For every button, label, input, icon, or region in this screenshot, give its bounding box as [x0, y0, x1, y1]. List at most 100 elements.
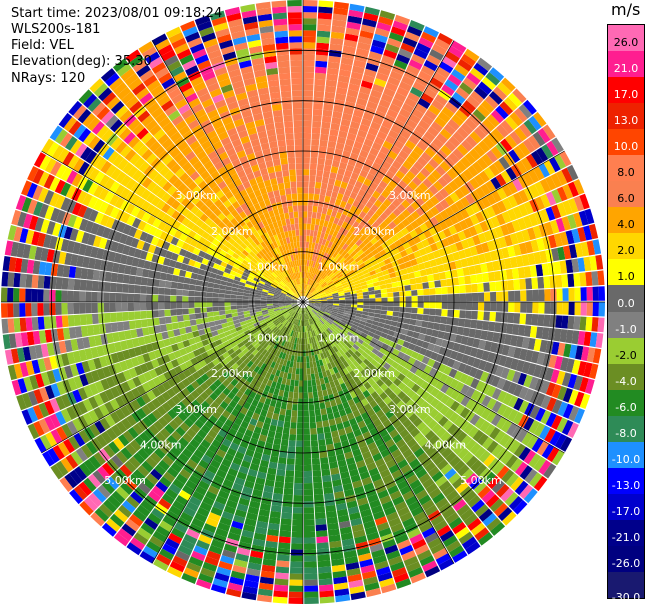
velocity-gate — [90, 512, 105, 527]
velocity-gate — [174, 365, 183, 375]
velocity-gate — [354, 341, 362, 348]
velocity-gate — [157, 340, 166, 349]
velocity-gate — [107, 494, 122, 509]
velocity-gate — [372, 83, 385, 94]
velocity-gate — [467, 517, 482, 531]
velocity-gate — [318, 270, 323, 277]
velocity-gate — [369, 294, 376, 299]
velocity-gate — [87, 182, 99, 196]
velocity-gate — [346, 567, 361, 577]
velocity-gate — [323, 97, 335, 106]
velocity-gate — [216, 241, 225, 250]
velocity-gate — [335, 316, 342, 322]
velocity-gate — [229, 576, 244, 586]
velocity-gate — [415, 397, 426, 407]
velocity-gate — [482, 118, 496, 132]
velocity-gate — [583, 331, 592, 347]
velocity-gate — [186, 561, 202, 573]
velocity-gate — [295, 452, 303, 460]
velocity-gate — [257, 588, 273, 597]
velocity-gate — [316, 421, 323, 429]
velocity-gate — [44, 262, 53, 276]
velocity-gate — [69, 228, 79, 242]
velocity-gate — [427, 252, 435, 261]
velocity-gate — [277, 548, 291, 556]
velocity-gate — [240, 335, 248, 342]
velocity-gate — [436, 524, 452, 537]
velocity-gate — [74, 466, 88, 481]
velocity-gate — [379, 229, 388, 238]
velocity-gate — [360, 564, 375, 574]
velocity-gate — [260, 295, 268, 299]
velocity-gate — [323, 164, 332, 172]
velocity-gate — [178, 248, 187, 257]
velocity-gate — [343, 39, 358, 48]
velocity-gate — [388, 179, 398, 189]
velocity-gate — [303, 66, 315, 73]
velocity-gate — [425, 482, 438, 494]
velocity-gate — [376, 245, 384, 253]
velocity-gate — [389, 490, 402, 501]
velocity-gate — [236, 305, 243, 309]
velocity-gate — [252, 331, 260, 338]
velocity-gate — [295, 306, 300, 312]
velocity-gate — [464, 117, 478, 131]
velocity-gate — [530, 150, 544, 166]
velocity-gate — [303, 464, 312, 472]
velocity-gate — [181, 572, 197, 584]
velocity-gate — [501, 280, 509, 291]
velocity-gate — [232, 283, 239, 289]
velocity-gate — [149, 334, 158, 343]
velocity-gate — [556, 370, 566, 385]
velocity-gate — [172, 375, 182, 385]
velocity-gate — [268, 289, 275, 293]
velocity-gate — [121, 293, 129, 302]
velocity-gate — [249, 326, 256, 333]
velocity-gate — [499, 433, 511, 447]
velocity-gate — [137, 336, 146, 346]
velocity-gate — [85, 302, 92, 314]
velocity-gate — [309, 318, 313, 325]
velocity-gate — [304, 271, 307, 278]
velocity-gate — [353, 332, 361, 338]
velocity-gate — [289, 361, 294, 368]
velocity-gate — [500, 138, 513, 153]
velocity-gate — [410, 442, 421, 454]
velocity-gate — [198, 250, 206, 258]
velocity-gate — [382, 538, 397, 549]
velocity-gate — [303, 344, 306, 351]
velocity-gate — [268, 516, 281, 525]
velocity-gate — [339, 233, 346, 242]
velocity-gate — [521, 361, 531, 374]
velocity-gate — [93, 185, 104, 198]
velocity-gate — [355, 215, 364, 224]
velocity-gate — [456, 326, 465, 336]
velocity-gate — [369, 413, 379, 423]
velocity-gate — [345, 231, 353, 239]
velocity-gate — [533, 422, 546, 437]
velocity-gate — [380, 93, 394, 103]
velocity-gate — [147, 244, 157, 254]
velocity-gate — [145, 343, 154, 353]
velocity-gate — [120, 212, 131, 224]
velocity-gate — [49, 398, 61, 413]
velocity-gate — [254, 299, 261, 302]
velocity-gate — [267, 430, 276, 438]
velocity-gate — [303, 24, 317, 31]
velocity-gate — [371, 277, 379, 283]
velocity-gate — [156, 210, 166, 221]
velocity-gate — [170, 462, 183, 474]
velocity-gate — [386, 511, 399, 522]
velocity-gate — [270, 418, 278, 427]
velocity-gate — [115, 468, 128, 482]
velocity-gate — [376, 326, 384, 332]
velocity-gate — [319, 139, 328, 147]
velocity-gate — [300, 313, 302, 321]
velocity-gate — [429, 288, 436, 295]
velocity-gate — [404, 408, 415, 419]
velocity-gate — [179, 422, 190, 433]
velocity-gate — [507, 345, 516, 358]
velocity-gate — [237, 256, 245, 263]
velocity-gate — [557, 246, 566, 261]
velocity-gate — [492, 260, 500, 271]
